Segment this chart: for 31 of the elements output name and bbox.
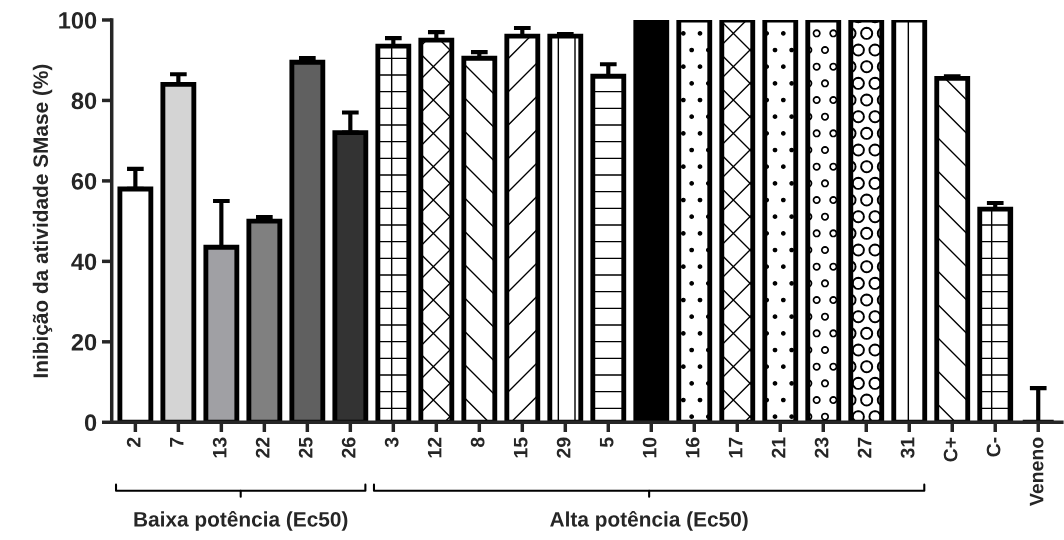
x-tick-label: 8 [470, 437, 485, 448]
x-tick-label: 3 [384, 437, 399, 448]
text: Baixa potência (Ec50) [134, 510, 348, 531]
y-tick-label: 80 [71, 92, 97, 110]
x-tick-label: 12 [427, 437, 442, 458]
x-tick-label: 26 [341, 437, 356, 458]
y-tick-label: 60 [71, 172, 97, 190]
x-tick-label: C+ [943, 437, 958, 462]
x-tick-label: 13 [212, 437, 227, 458]
x-tick-label: 16 [685, 437, 700, 458]
x-tick-label: 2 [126, 437, 141, 447]
x-tick-label: Veneno [1029, 437, 1044, 506]
x-tick-label: 27 [857, 437, 872, 458]
x-tick-label: 15 [513, 437, 528, 458]
x-tick-label: 17 [728, 437, 743, 458]
y-tick-label: 100 [59, 12, 97, 29]
x-tick-label: 29 [556, 437, 571, 458]
y-tick-label: 0 [84, 414, 97, 432]
y-tick-label: 20 [71, 333, 97, 351]
x-tick-label: C- [986, 437, 1001, 457]
x-tick-label: 21 [771, 437, 786, 458]
x-tick-label: 25 [298, 437, 313, 458]
x-tick-label: 31 [900, 437, 915, 459]
y-axis-title: Inibição da atividade SMase (%) [32, 64, 53, 378]
x-tick-label: 7 [170, 437, 184, 447]
x-tick-label: 5 [599, 437, 614, 448]
text: Alta potência (Ec50) [550, 510, 748, 531]
y-tick-label: 40 [71, 253, 97, 271]
x-tick-label: 10 [642, 437, 657, 458]
x-tick-label: 23 [814, 437, 829, 458]
x-tick-label: 22 [255, 437, 270, 458]
